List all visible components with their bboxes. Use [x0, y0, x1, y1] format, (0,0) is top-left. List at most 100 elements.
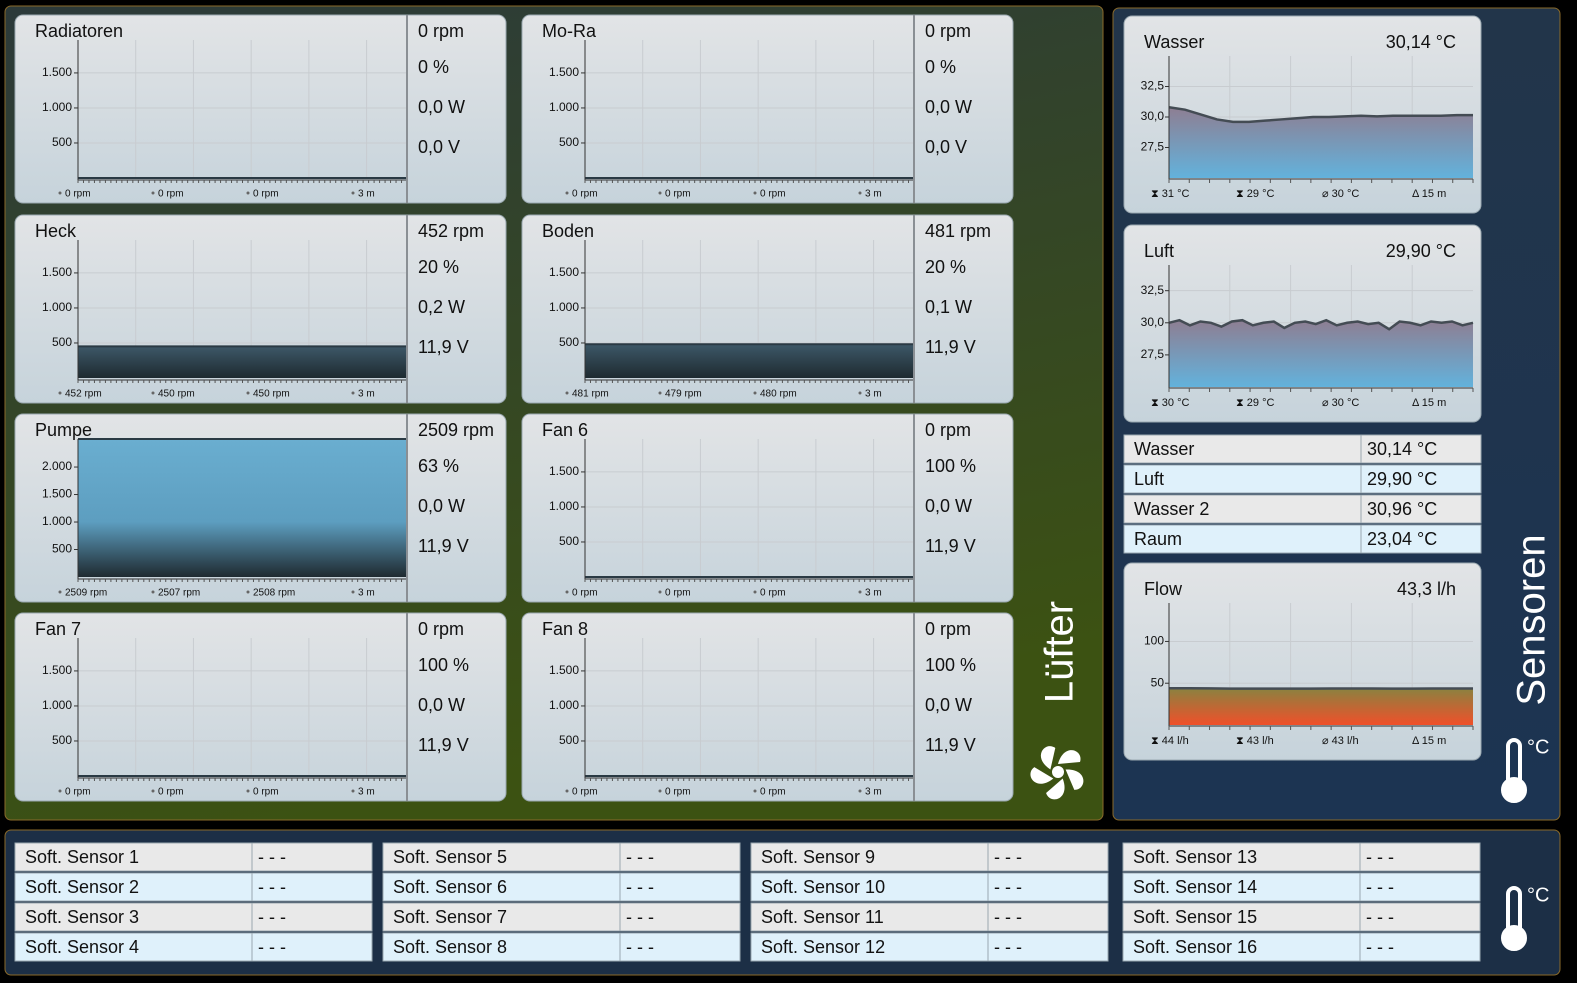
table-row: [14, 902, 373, 932]
fan-rpm: 0 rpm: [418, 619, 464, 639]
footer-dot: [151, 391, 155, 395]
footer-dot: [858, 590, 862, 594]
fan-rpm: 0 rpm: [925, 619, 971, 639]
fan-name: Fan 6: [542, 420, 588, 440]
sensor-value: 30,14 °C: [1386, 32, 1456, 52]
fan-rpm: 452 rpm: [418, 221, 484, 241]
fan-power: 0,2 W: [418, 297, 465, 317]
fan-footer: 450 rpm: [253, 389, 290, 400]
fan-footer: 2507 rpm: [158, 588, 200, 599]
footer-dot: [58, 590, 62, 594]
footer-dot: [58, 789, 62, 793]
thermometer-icon: [1501, 886, 1527, 951]
fan-name: Pumpe: [35, 420, 92, 440]
footer-dot: [658, 391, 662, 395]
y-tick-label: 2.000: [42, 459, 72, 473]
y-tick-label: 500: [52, 135, 72, 149]
y-tick-label: 32,5: [1141, 79, 1165, 93]
thermometer-icon: [1501, 738, 1527, 803]
footer-dot: [58, 191, 62, 195]
row-value: - - -: [258, 907, 286, 927]
fan-voltage: 0,0 V: [925, 137, 967, 157]
fan-footer: 0 rpm: [253, 189, 279, 200]
row-value: - - -: [994, 877, 1022, 897]
y-tick-label: 500: [559, 135, 579, 149]
footer-dot: [151, 191, 155, 195]
line: [1168, 106, 1473, 124]
row-value: 30,14 °C: [1367, 439, 1437, 459]
sensor-footer: Δ 15 m: [1412, 188, 1446, 200]
fan-power: 0,0 W: [418, 496, 465, 516]
row-name: Soft. Sensor 9: [761, 847, 875, 867]
fan-footer: 0 rpm: [760, 787, 786, 798]
row-name: Soft. Sensor 7: [393, 907, 507, 927]
footer-dot: [753, 590, 757, 594]
footer-dot: [351, 789, 355, 793]
row-value: - - -: [258, 937, 286, 957]
fan-footer: 3 m: [358, 189, 375, 200]
fan-power: 0,1 W: [925, 297, 972, 317]
table-row: [1122, 842, 1481, 872]
fan-name: Fan 7: [35, 619, 81, 639]
y-tick-label: 1.500: [549, 663, 579, 677]
row-value: - - -: [1366, 847, 1394, 867]
fan-name: Mo-Ra: [542, 21, 597, 41]
area: [1169, 320, 1473, 387]
fan-card: [521, 413, 1014, 603]
sensor-footer: ⧗ 29 °C: [1236, 397, 1274, 409]
sensor-value: 29,90 °C: [1386, 241, 1456, 261]
rpm-fill: [78, 346, 407, 378]
footer-dot: [246, 191, 250, 195]
fan-voltage: 11,9 V: [925, 735, 976, 755]
table-row: [382, 842, 741, 872]
fan-percent: 0 %: [925, 57, 956, 77]
table-row: [1123, 494, 1482, 524]
fan-footer: 2509 rpm: [65, 588, 107, 599]
fan-voltage: 11,9 V: [418, 337, 469, 357]
footer-dot: [246, 789, 250, 793]
fan-footer: 0 rpm: [65, 787, 91, 798]
y-tick-label: 1.500: [42, 265, 72, 279]
row-name: Soft. Sensor 13: [1133, 847, 1257, 867]
footer-dot: [753, 789, 757, 793]
y-tick-label: 1.500: [549, 464, 579, 478]
fan-percent: 63 %: [418, 456, 459, 476]
y-tick-label: 32,5: [1141, 283, 1165, 297]
footer-dot: [246, 391, 250, 395]
sensor-footer: ⧗ 44 l/h: [1151, 735, 1189, 747]
y-tick-label: 30,0: [1141, 315, 1165, 329]
y-tick-label: 1.000: [42, 514, 72, 528]
rpm-fill: [585, 344, 914, 378]
table-row: [1122, 902, 1481, 932]
row-name: Soft. Sensor 4: [25, 937, 139, 957]
y-tick-label: 500: [52, 733, 72, 747]
unit-icon: °C: [1527, 736, 1549, 758]
fan-footer: 0 rpm: [665, 588, 691, 599]
sensor-title: Luft: [1144, 241, 1174, 261]
y-tick-label: 100: [1144, 634, 1164, 648]
footer-dot: [858, 191, 862, 195]
y-tick-label: 500: [52, 335, 72, 349]
fan-percent: 20 %: [418, 257, 459, 277]
y-tick-label: 1.000: [549, 300, 579, 314]
y-tick-label: 1.500: [549, 265, 579, 279]
row-value: - - -: [1366, 907, 1394, 927]
fan-rpm: 0 rpm: [925, 420, 971, 440]
row-value: - - -: [994, 937, 1022, 957]
row-value: 23,04 °C: [1367, 529, 1437, 549]
row-value: 30,96 °C: [1367, 499, 1437, 519]
y-tick-label: 27,5: [1141, 347, 1165, 361]
sensor-section-label: Sensoren: [1510, 534, 1554, 705]
fan-voltage: 11,9 V: [418, 735, 469, 755]
y-tick-label: 27,5: [1141, 140, 1165, 154]
y-tick-label: 1.500: [42, 663, 72, 677]
table-row: [750, 932, 1109, 962]
fan-card: [521, 14, 1014, 204]
fan-name: Fan 8: [542, 619, 588, 639]
table-row: [1123, 434, 1482, 464]
table-row: [14, 872, 373, 902]
table-row: [750, 872, 1109, 902]
fan-footer: 0 rpm: [158, 787, 184, 798]
footer-dot: [565, 789, 569, 793]
